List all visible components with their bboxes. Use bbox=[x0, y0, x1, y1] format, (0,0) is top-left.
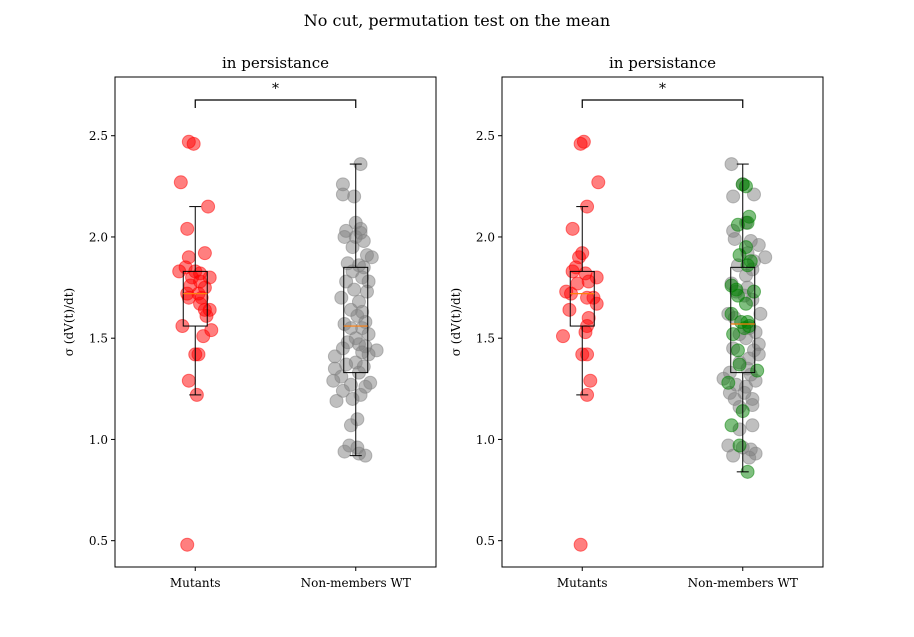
data-point bbox=[329, 393, 344, 408]
data-point bbox=[201, 199, 216, 214]
data-point bbox=[181, 373, 196, 388]
data-point bbox=[750, 363, 765, 378]
data-point bbox=[726, 189, 741, 204]
data-point bbox=[721, 375, 736, 390]
data-point bbox=[186, 136, 201, 151]
y-tick-label: 2.5 bbox=[89, 129, 108, 143]
x-tick-label: Non-members WT bbox=[688, 576, 798, 590]
significance-marker: * bbox=[659, 81, 666, 97]
data-point bbox=[197, 246, 212, 261]
scatter-points bbox=[555, 134, 773, 552]
chart-panel-2: in persistance σ (dV(t)/dt) * 0.5 1.0 1.5 2.0 2… bbox=[449, 54, 824, 590]
data-point bbox=[578, 325, 593, 340]
significance-bracket bbox=[194, 99, 357, 108]
y-tick-label: 2.0 bbox=[476, 230, 495, 244]
data-point bbox=[738, 296, 753, 311]
data-point bbox=[345, 391, 360, 406]
data-point bbox=[730, 217, 745, 232]
data-point bbox=[573, 136, 588, 151]
y-axis-label: σ (dV(t)/dt) bbox=[62, 288, 76, 356]
axes-frame bbox=[501, 76, 824, 568]
y-tick-label: 1.5 bbox=[476, 332, 495, 346]
data-point bbox=[327, 349, 342, 364]
data-point bbox=[726, 327, 741, 342]
y-tick-label: 1.0 bbox=[476, 433, 495, 447]
data-point bbox=[726, 448, 741, 463]
y-tick-label: 1.0 bbox=[89, 433, 108, 447]
data-point bbox=[724, 306, 739, 321]
data-point bbox=[335, 187, 350, 202]
data-point bbox=[180, 537, 195, 552]
box-iqr bbox=[569, 270, 595, 327]
data-point bbox=[589, 296, 604, 311]
data-point bbox=[364, 250, 379, 265]
box-iqr bbox=[343, 266, 369, 374]
data-point bbox=[180, 221, 195, 236]
data-point bbox=[753, 306, 768, 321]
significance-bracket bbox=[581, 99, 744, 108]
data-point bbox=[191, 347, 206, 362]
data-point bbox=[555, 329, 570, 344]
y-axis-label: σ (dV(t)/dt) bbox=[449, 288, 463, 356]
data-point bbox=[737, 321, 752, 336]
data-point bbox=[361, 347, 376, 362]
data-point bbox=[732, 357, 747, 372]
x-tick-label: Non-members WT bbox=[301, 576, 411, 590]
data-point bbox=[335, 383, 350, 398]
data-point bbox=[334, 290, 349, 305]
data-point bbox=[724, 418, 739, 433]
data-point bbox=[356, 234, 371, 249]
y-tick-label: 0.5 bbox=[476, 534, 495, 548]
y-tick-label: 2.0 bbox=[89, 230, 108, 244]
boxplot-mutants bbox=[182, 206, 208, 396]
panel-title: in persistance bbox=[222, 54, 329, 72]
box-iqr bbox=[182, 270, 208, 327]
data-point bbox=[361, 327, 376, 342]
data-point bbox=[583, 373, 598, 388]
data-point bbox=[562, 302, 577, 317]
data-point bbox=[724, 157, 739, 172]
data-point bbox=[345, 240, 360, 255]
data-point bbox=[751, 238, 766, 253]
boxplot-non-members-wt bbox=[343, 163, 369, 457]
data-point bbox=[727, 231, 742, 246]
x-tick-label: Mutants bbox=[557, 576, 608, 590]
y-tick-label: 2.5 bbox=[476, 129, 495, 143]
data-point bbox=[343, 418, 358, 433]
data-point bbox=[742, 450, 757, 465]
data-point bbox=[746, 284, 761, 299]
chart-panel-1: in persistance σ (dV(t)/dt) * 0.5 1.0 1.5 2.0 2… bbox=[62, 54, 437, 590]
data-point bbox=[337, 444, 352, 459]
y-tick-label: 1.5 bbox=[89, 332, 108, 346]
axes-frame bbox=[114, 76, 437, 568]
data-point bbox=[745, 418, 760, 433]
box-iqr bbox=[730, 266, 756, 374]
data-point bbox=[196, 329, 211, 344]
data-point bbox=[591, 175, 606, 190]
panel-title: in persistance bbox=[609, 54, 716, 72]
data-point bbox=[359, 284, 374, 299]
boxplot-non-members-wt bbox=[730, 163, 756, 473]
data-point bbox=[570, 276, 585, 291]
figure-title: No cut, permutation test on the mean bbox=[304, 11, 610, 30]
data-point bbox=[573, 537, 588, 552]
y-tick-label: 0.5 bbox=[89, 534, 108, 548]
data-point bbox=[732, 438, 747, 453]
data-point bbox=[199, 308, 214, 323]
data-point bbox=[738, 179, 753, 194]
scatter-points bbox=[172, 134, 384, 552]
data-point bbox=[740, 258, 755, 273]
data-point bbox=[730, 343, 745, 358]
data-point bbox=[565, 221, 580, 236]
data-point bbox=[347, 282, 362, 297]
data-point bbox=[326, 373, 341, 388]
boxplot-mutants bbox=[569, 206, 595, 396]
data-point bbox=[173, 175, 188, 190]
significance-marker: * bbox=[272, 81, 279, 97]
x-tick-label: Mutants bbox=[170, 576, 221, 590]
